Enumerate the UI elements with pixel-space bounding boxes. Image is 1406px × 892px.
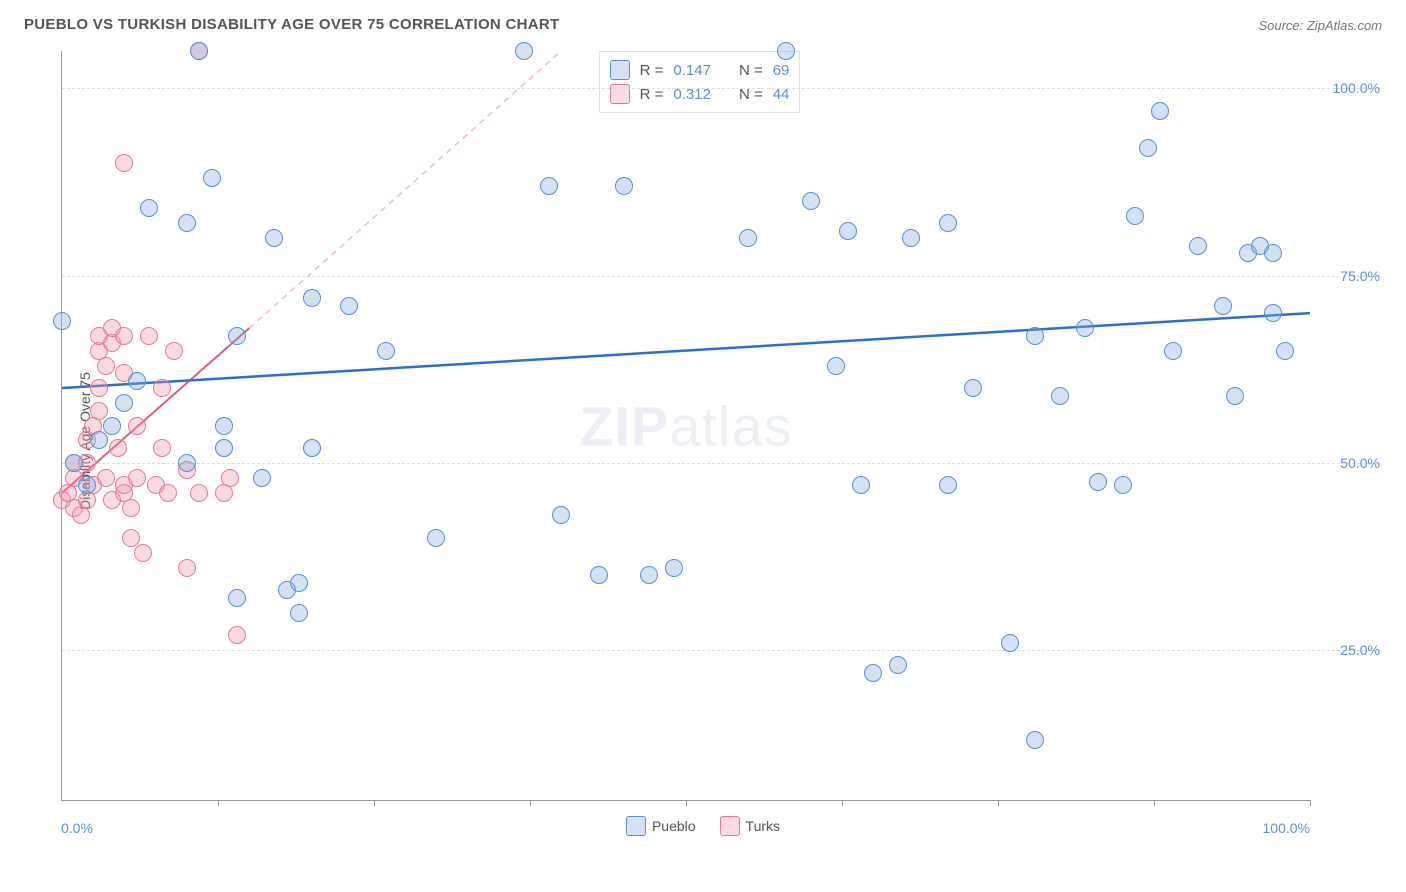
legend-item: Turks [720, 816, 780, 836]
x-tick [686, 800, 687, 806]
legend-swatch [626, 816, 646, 836]
x-tick [218, 800, 219, 806]
n-value: 69 [773, 62, 790, 79]
trendline-pueblo [62, 313, 1310, 388]
legend-label: Pueblo [652, 818, 696, 834]
x-tick [1310, 800, 1311, 806]
correlation-chart: PUEBLO VS TURKISH DISABILITY AGE OVER 75… [16, 16, 1390, 841]
x-tick [1154, 800, 1155, 806]
x-tick [374, 800, 375, 806]
x-axis-max-label: 100.0% [1263, 820, 1310, 836]
x-tick [998, 800, 999, 806]
chart-header: PUEBLO VS TURKISH DISABILITY AGE OVER 75… [16, 16, 1390, 41]
plot-area: ZIPatlas R =0.147N =69R =0.312N =44 25.0… [61, 51, 1310, 801]
y-tick-label: 100.0% [1320, 80, 1380, 96]
legend-item: Pueblo [626, 816, 696, 836]
gridline [62, 276, 1380, 277]
plot-area-wrap: Disability Age Over 75 ZIPatlas R =0.147… [16, 41, 1390, 841]
legend-stat-row: R = 0.147 N = 69 [610, 58, 790, 82]
gridline [62, 463, 1380, 464]
x-tick [530, 800, 531, 806]
gridline [62, 650, 1380, 651]
legend-swatch [610, 84, 630, 104]
y-tick-label: 25.0% [1320, 642, 1380, 658]
y-tick-label: 75.0% [1320, 268, 1380, 284]
legend-label: Turks [746, 818, 780, 834]
svg-overlay [62, 51, 1310, 800]
x-tick [842, 800, 843, 806]
n-label: N = [739, 62, 763, 79]
legend-bottom: Pueblo Turks [626, 816, 780, 836]
y-tick-label: 50.0% [1320, 455, 1380, 471]
trendline-turks [62, 328, 249, 493]
x-axis-min-label: 0.0% [61, 820, 93, 836]
r-value: 0.147 [673, 62, 711, 79]
r-label: R = [640, 62, 664, 79]
legend-stat-row: R =0.312N =44 [610, 82, 790, 106]
legend-swatch [610, 60, 630, 80]
legend-stats-box: R = 0.147 N = 69 R =0.312N =44 [599, 51, 801, 113]
trendline-turks-extrapolated [249, 51, 561, 328]
legend-swatch [720, 816, 740, 836]
chart-source: Source: ZipAtlas.com [1258, 18, 1382, 33]
gridline [62, 88, 1380, 89]
chart-title: PUEBLO VS TURKISH DISABILITY AGE OVER 75… [24, 16, 560, 33]
